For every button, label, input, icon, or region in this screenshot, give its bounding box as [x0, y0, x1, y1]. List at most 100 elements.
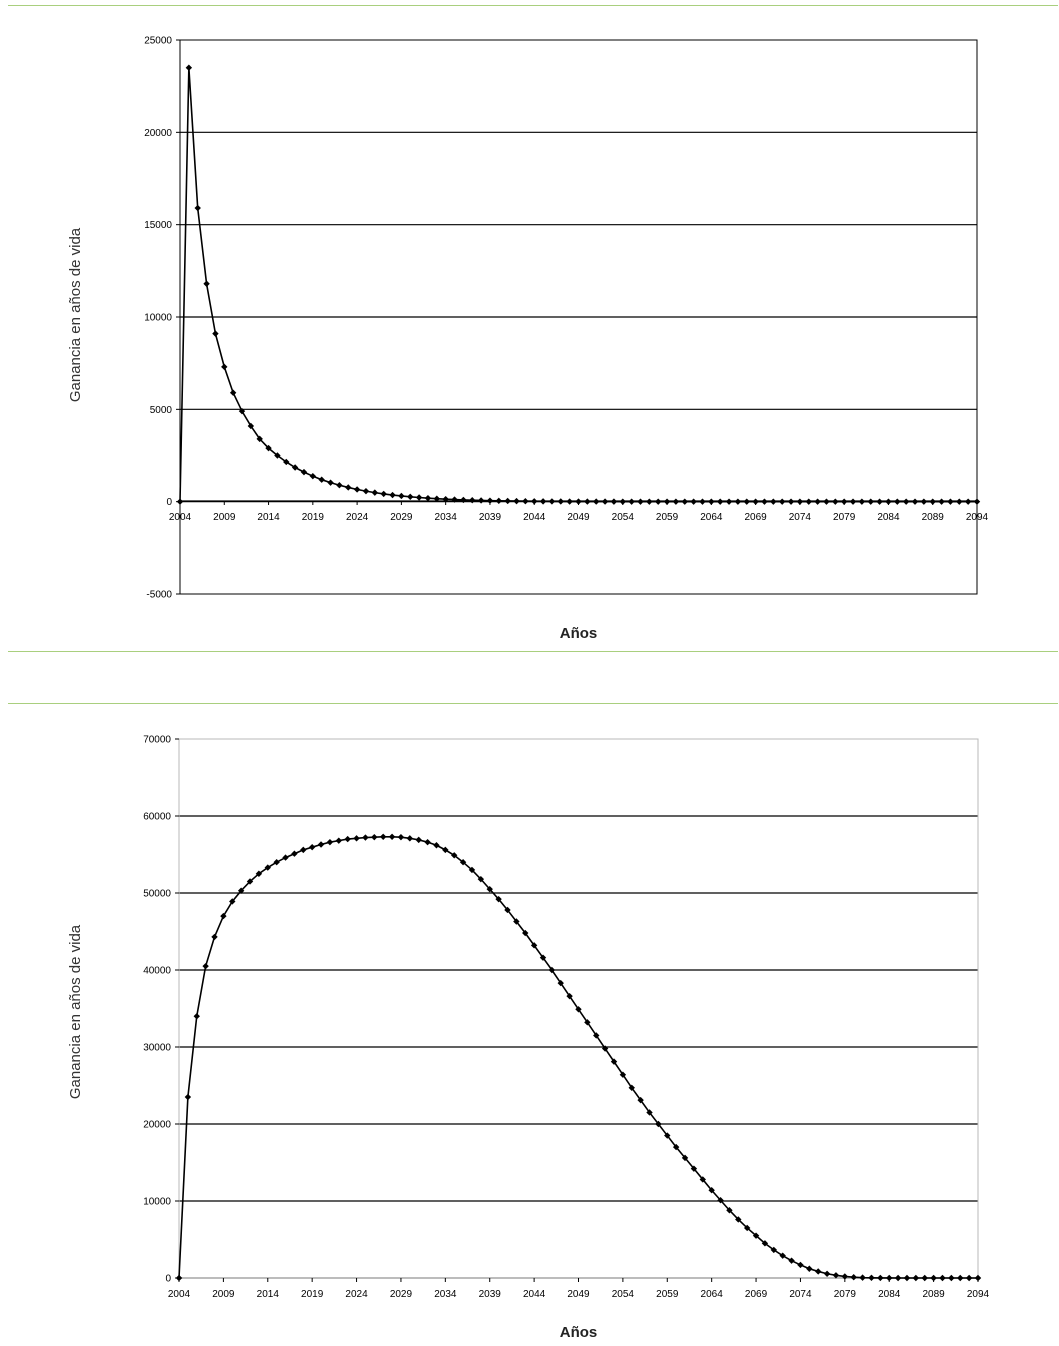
chart-bottom-data-point	[610, 1058, 618, 1065]
chart-top-x-tick-label: 2049	[567, 512, 590, 523]
chart-bottom-data-point	[566, 992, 573, 1000]
chart-bottom-data-point	[743, 1224, 751, 1232]
chart-top-y-tick-label: 0	[166, 497, 172, 508]
chart-top-data-point	[814, 498, 821, 505]
chart-bottom-x-axis-label: Años	[560, 1324, 598, 1341]
chart-top-data-point	[469, 496, 476, 504]
chart-top-data-point	[628, 498, 635, 505]
chart-bottom-data-point	[930, 1274, 937, 1282]
chart-bottom-data-point	[815, 1268, 822, 1275]
chart-bottom-y-tick-label: 0	[165, 1274, 171, 1285]
chart-bottom-data-point	[921, 1274, 928, 1282]
chart-top-data-point	[849, 498, 857, 505]
chart-top-data-point	[601, 498, 609, 505]
chart-bottom-data-point	[415, 836, 422, 844]
chart-top-data-point	[716, 498, 724, 505]
chart-bottom-data-point	[397, 833, 405, 841]
chart-bottom-data-point	[823, 1270, 831, 1277]
chart-top-data-point	[300, 468, 308, 476]
chart-bottom-x-tick-label: 2054	[612, 1289, 635, 1300]
chart-bottom-data-point	[344, 835, 351, 843]
chart-top-x-tick-label: 2014	[257, 512, 280, 523]
chart-bottom-data-point	[273, 859, 280, 866]
chart-top-data-point	[389, 491, 396, 499]
chart-top-data-point	[495, 497, 502, 505]
chart-bottom-data-point	[717, 1197, 724, 1204]
chart-top-data-point	[566, 498, 573, 505]
chart-top-x-tick-label: 2034	[435, 512, 458, 523]
chart-top-data-point	[708, 498, 715, 505]
chart-top-data-point	[318, 476, 325, 483]
chart-top-data-point	[407, 493, 414, 500]
chart-bottom-data-point	[912, 1274, 920, 1282]
chart-top-data-point	[867, 498, 874, 505]
chart-bottom-data-point	[175, 1274, 183, 1282]
chart-top-data-point	[451, 496, 458, 503]
chart-top-x-tick-label: 2059	[656, 512, 679, 523]
chart-bottom-x-tick-label: 2019	[301, 1289, 324, 1300]
chart-top-data-point	[486, 497, 494, 504]
chart-top-x-axis-label: Años	[560, 625, 598, 642]
chart-bottom-data-point	[406, 835, 414, 842]
chart-top-data-point	[415, 494, 423, 501]
chart-top-data-point	[221, 363, 228, 371]
chart-top-data-point	[610, 498, 618, 505]
chart-bottom-data-point	[708, 1187, 715, 1194]
chart-top-data-point	[796, 498, 804, 505]
chart-bottom-data-point	[806, 1265, 813, 1272]
chart-top-data-point	[477, 497, 485, 504]
chart-top-data-point	[743, 498, 750, 505]
chart-top-data-point	[176, 498, 184, 505]
chart-top-data-point	[247, 422, 255, 430]
chart-top-data-point	[194, 204, 201, 212]
chart-bottom-data-point	[894, 1274, 902, 1282]
chart-top-data-point	[265, 444, 272, 452]
chart-top-data-point	[557, 498, 564, 505]
chart-bottom-data-point	[903, 1274, 911, 1282]
chart-top-data-point	[504, 497, 511, 505]
chart-top-x-tick-label: 2009	[213, 512, 236, 523]
chart-top-data-point	[336, 482, 343, 489]
chart-bottom-y-tick-label: 60000	[143, 812, 171, 823]
chart-top-x-tick-label: 2019	[302, 512, 325, 523]
chart-top-data-point	[947, 498, 954, 505]
chart-bottom-x-tick-label: 2089	[922, 1289, 945, 1300]
chart-top-x-tick-label: 2039	[479, 512, 502, 523]
chart-top-data-point	[539, 498, 547, 505]
chart-bottom-data-point	[291, 850, 298, 857]
chart-top-data-point	[362, 487, 370, 495]
chart-bottom-data-point	[442, 846, 449, 854]
chart-top-data-point	[371, 489, 379, 496]
chart-top-data-point	[522, 498, 529, 505]
chart-bottom-y-tick-label: 70000	[143, 735, 171, 746]
chart-bottom-data-point	[965, 1274, 973, 1282]
chart-bottom-data-point	[868, 1274, 875, 1282]
chart-top-data-point	[956, 498, 963, 505]
chart-top-data-point	[894, 498, 901, 505]
chart-top-data-point	[513, 497, 520, 505]
chart-bottom-data-point	[504, 906, 511, 914]
chart-top-y-tick-label: 5000	[150, 405, 173, 416]
chart-bottom-x-tick-label: 2014	[257, 1289, 280, 1300]
chart-bottom-data-point	[628, 1084, 635, 1092]
chart-bottom-data-point	[220, 912, 227, 920]
chart-top-data-point	[345, 484, 352, 491]
middle-divider-lower	[8, 703, 1058, 704]
chart-bottom-data-point	[752, 1232, 760, 1239]
chart-bottom-data-point	[539, 954, 547, 961]
chart-bottom-data-point	[779, 1252, 786, 1259]
chart-bottom-data-point	[681, 1154, 689, 1162]
chart-top-data-point	[593, 498, 600, 505]
chart-top-y-tick-labels: -5000 0 5000 10000 15000 20000 25000	[144, 36, 180, 601]
chart-bottom-data-point	[948, 1274, 955, 1282]
chart-bottom-x-tick-label: 2034	[434, 1289, 457, 1300]
chart-bottom-data-point	[957, 1274, 964, 1282]
chart-bottom-data-point	[664, 1132, 671, 1139]
chart-bottom-data-point	[282, 854, 289, 861]
chart-top-data-point	[911, 498, 919, 505]
chart-bottom-data-point	[255, 870, 263, 877]
chart-bottom-data-point	[530, 942, 538, 949]
chart-bottom-data-point	[424, 838, 431, 846]
chart-top-data-point	[637, 498, 644, 505]
chart-top-data-point	[575, 498, 582, 505]
